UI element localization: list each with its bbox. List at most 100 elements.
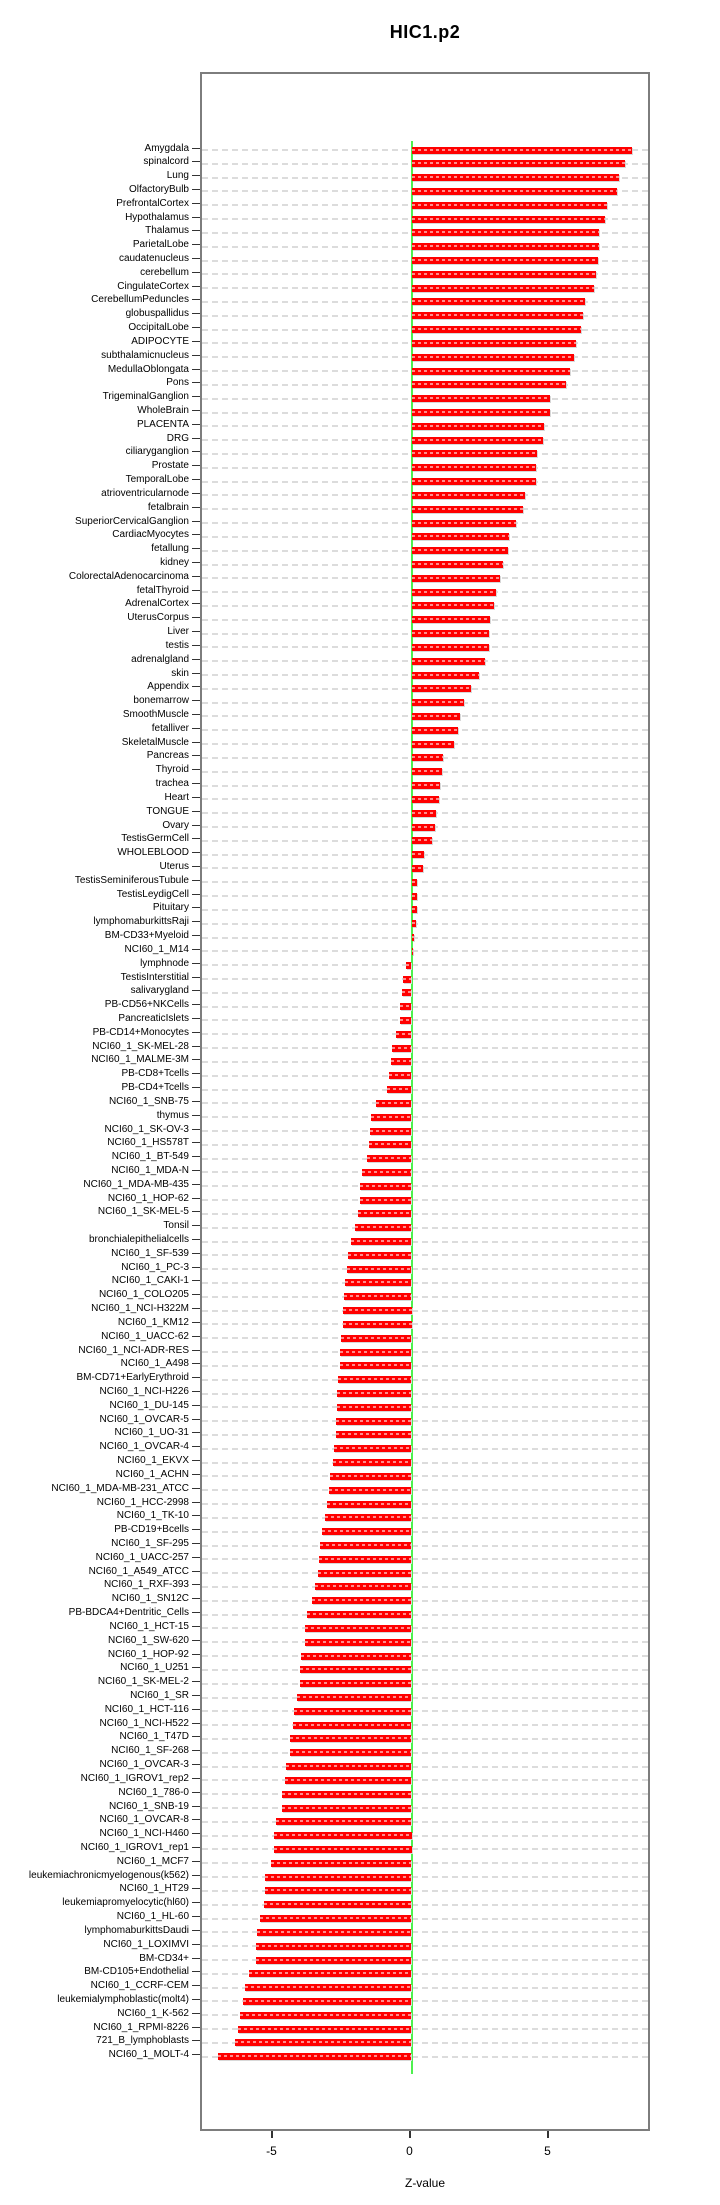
y-axis-tick (192, 382, 200, 384)
y-axis-tick (192, 1197, 200, 1199)
bar (248, 1970, 412, 1978)
grid-line (202, 1226, 648, 1229)
y-axis-tick (192, 755, 200, 757)
y-axis-tick (192, 313, 200, 315)
bar (411, 367, 571, 375)
bar (273, 1832, 412, 1840)
grid-line (202, 1157, 648, 1160)
bar (342, 1307, 412, 1315)
grid-line (202, 2041, 648, 2044)
plot-area (200, 72, 650, 2131)
grid-line (202, 1420, 648, 1423)
category-label: NCI60_1_HCC-2998 (96, 1496, 189, 1508)
grid-line (202, 1558, 648, 1561)
bar (259, 1915, 412, 1923)
grid-line (202, 1019, 648, 1022)
grid-line (202, 881, 648, 884)
y-axis-tick (192, 1363, 200, 1365)
y-axis-tick (192, 1377, 200, 1379)
category-label: PrefrontalCortex (116, 197, 189, 209)
category-label: NCI60_1_K-562 (117, 2007, 189, 2019)
bar (411, 436, 543, 444)
y-axis-tick (192, 175, 200, 177)
category-label: NCI60_1_MDA-MB-231_ATCC (51, 1482, 189, 1494)
grid-line (202, 1530, 648, 1533)
y-axis-tick (192, 1750, 200, 1752)
grid-line (202, 1033, 648, 1036)
category-label: NCI60_1_HOP-92 (107, 1648, 189, 1660)
category-label: NCI60_1_SR (130, 1690, 189, 1701)
category-label: CerebellumPeduncles (91, 294, 189, 306)
x-tick-label: 5 (544, 2144, 551, 2158)
y-axis-tick (192, 410, 200, 412)
grid-line (202, 1489, 648, 1492)
bar (346, 1265, 412, 1273)
bar (411, 561, 503, 568)
y-axis-tick (192, 575, 200, 577)
bar (411, 339, 576, 347)
bar (324, 1514, 412, 1522)
category-label: NCI60_1_SNB-75 (108, 1095, 189, 1107)
category-label: Ovary (162, 819, 189, 831)
category-label: lymphnode (140, 957, 189, 969)
category-label: UterusCorpus (127, 612, 189, 624)
category-label: SuperiorCervicalGanglion (75, 515, 189, 527)
y-axis-tick (192, 631, 200, 633)
category-label: NCI60_1_IGROV1_rep1 (80, 1841, 189, 1853)
bar (336, 1403, 412, 1411)
bar (386, 1086, 412, 1094)
bar (368, 1141, 412, 1149)
grid-line (202, 1889, 648, 1892)
y-axis-tick (192, 1695, 200, 1696)
y-axis-tick (192, 1501, 200, 1503)
bar (411, 906, 418, 914)
bar (411, 768, 443, 776)
bar (411, 353, 575, 361)
category-label: subthalamicnucleus (101, 349, 189, 361)
grid-line (202, 1461, 648, 1464)
y-axis-tick (192, 796, 200, 798)
bar (400, 1016, 412, 1024)
y-axis-tick (192, 1432, 200, 1434)
bar (299, 1680, 412, 1688)
y-axis-tick (192, 658, 200, 660)
category-label: fetalliver (151, 722, 189, 734)
bar (256, 1928, 412, 1936)
y-axis-tick (192, 548, 200, 550)
category-label: Tonsil (163, 1220, 189, 1232)
bar (301, 1652, 412, 1660)
y-axis-tick (192, 1446, 200, 1448)
bar (332, 1459, 412, 1467)
category-label: 721_B_lymphoblasts (96, 2035, 189, 2047)
y-axis-tick (192, 1860, 200, 1862)
bar (336, 1390, 412, 1398)
y-axis-tick (192, 161, 200, 163)
bar (312, 1597, 412, 1605)
bar (306, 1611, 412, 1619)
y-axis-tick (192, 1874, 200, 1876)
bar (339, 1362, 412, 1370)
grid-line (202, 1599, 648, 1602)
y-axis-tick (192, 354, 200, 356)
bar (405, 961, 412, 969)
x-tick-label: 0 (406, 2144, 413, 2158)
category-label: NCI60_1_MOLT-4 (108, 2049, 189, 2061)
grid-line (202, 1945, 648, 1948)
bar (411, 270, 597, 278)
category-label: NCI60_1_SK-MEL-28 (92, 1040, 189, 1052)
category-label: BM-CD71+EarlyErythroid (76, 1372, 189, 1384)
grid-line (202, 1433, 648, 1436)
grid-line (202, 1682, 648, 1685)
category-label: NCI60_1_SF-268 (111, 1745, 189, 1757)
y-axis-tick (192, 520, 200, 522)
y-axis-tick (192, 672, 200, 674)
category-label: BM-CD33+Myeloid (104, 930, 189, 942)
y-axis-tick (192, 1639, 200, 1641)
bar (350, 1238, 412, 1246)
y-axis-tick (192, 1985, 200, 1987)
y-axis-tick (192, 1805, 200, 1807)
bar (411, 284, 594, 292)
grid-line (202, 1254, 648, 1257)
bar (244, 1984, 412, 1992)
y-axis-tick (192, 437, 200, 439)
